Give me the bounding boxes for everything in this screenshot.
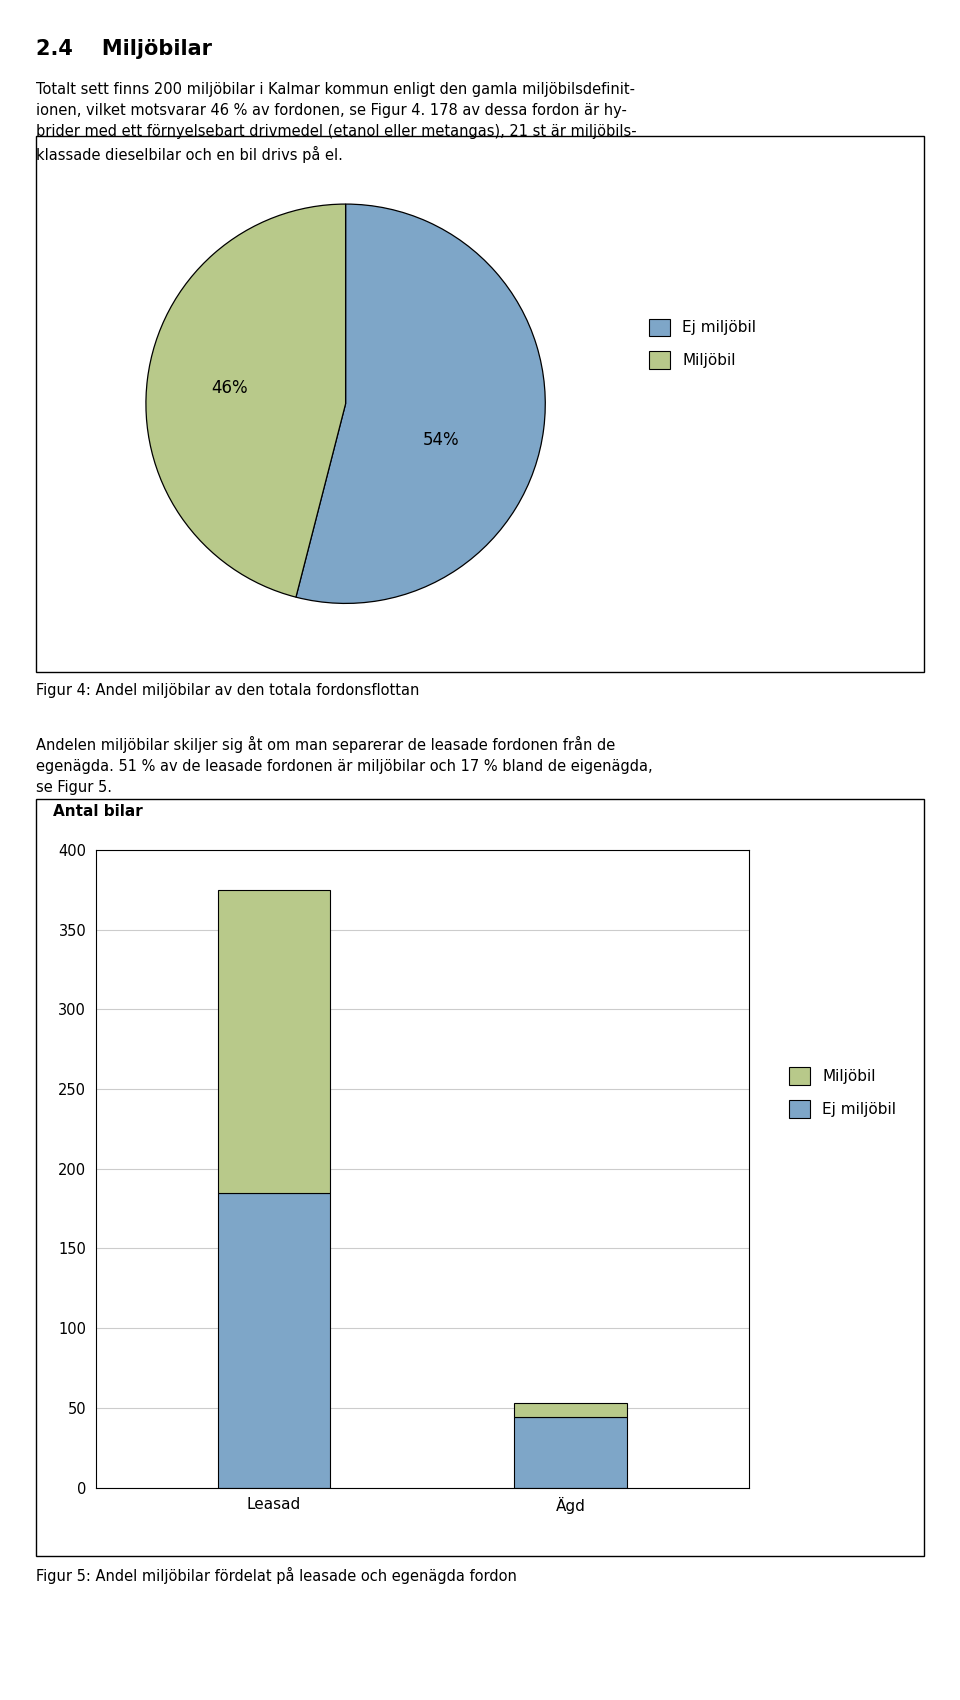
Text: Antal bilar: Antal bilar — [53, 804, 142, 819]
Bar — [515, 1402, 627, 1418]
Text: 54%: 54% — [423, 430, 460, 449]
Text: 2.4    Miljöbilar: 2.4 Miljöbilar — [36, 39, 212, 60]
Legend: Ej miljöbil, Miljöbil: Ej miljöbil, Miljöbil — [643, 313, 762, 376]
Text: Totalt sett finns 200 miljöbilar i Kalmar kommun enligt den gamla miljöbilsdefin: Totalt sett finns 200 miljöbilar i Kalma… — [36, 82, 637, 163]
Text: Figur 4: Andel miljöbilar av den totala fordonsflottan: Figur 4: Andel miljöbilar av den totala … — [36, 683, 420, 699]
Wedge shape — [296, 204, 545, 604]
Bar — [515, 1418, 627, 1488]
Legend: Miljöbil, Ej miljöbil: Miljöbil, Ej miljöbil — [782, 1061, 902, 1124]
Bar — [218, 889, 330, 1193]
Text: 46%: 46% — [211, 379, 248, 396]
Wedge shape — [146, 204, 346, 597]
Text: Figur 5: Andel miljöbilar fördelat på leasade och egenägda fordon: Figur 5: Andel miljöbilar fördelat på le… — [36, 1567, 517, 1584]
Bar — [218, 1193, 330, 1488]
Text: Andelen miljöbilar skiljer sig åt om man separerar de leasade fordonen från de
e: Andelen miljöbilar skiljer sig åt om man… — [36, 736, 653, 796]
